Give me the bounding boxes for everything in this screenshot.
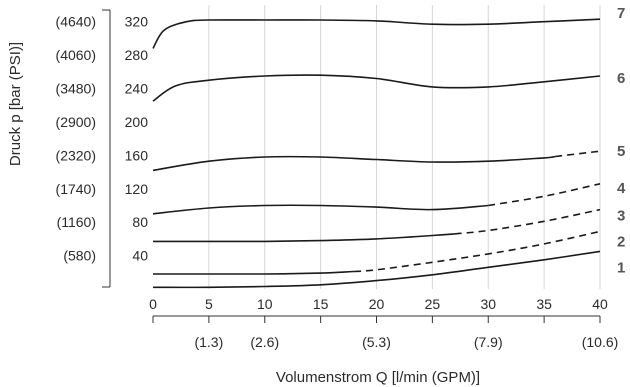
y-tick-psi: (1160): [57, 214, 96, 230]
y-tick-psi: (580): [63, 248, 96, 264]
x-tick-gpm: (2.6): [250, 334, 279, 350]
series-label-5: 5: [617, 143, 625, 160]
series-line-dashed-5: [555, 150, 601, 158]
series-line-dashed-4: [488, 183, 601, 207]
y-tick-bar: 120: [125, 181, 149, 197]
series-label-2: 2: [617, 233, 625, 250]
x-tick-lmin: 15: [313, 296, 329, 312]
x-tick-lmin: 40: [592, 296, 608, 312]
series-line-6: [152, 74, 601, 102]
x-tick-lmin: 5: [205, 296, 213, 312]
series-line-5: [152, 155, 556, 172]
y-tick-psi: (4060): [56, 47, 96, 63]
axes: [102, 9, 600, 317]
series-line-7: [152, 18, 601, 49]
x-tick-gpm: (5.3): [362, 334, 391, 350]
y-tick-psi: (2900): [56, 114, 96, 130]
series-line-4: [152, 204, 489, 215]
x-axis-label: Volumenstrom Q [l/min (GPM)]: [276, 369, 480, 386]
y-tick-psi: (1740): [56, 181, 96, 197]
y-tick-bar: 80: [132, 214, 148, 230]
y-tick-bar: 160: [125, 147, 149, 163]
series-line-1: [152, 250, 601, 289]
series-label-4: 4: [617, 180, 626, 197]
series-line-dashed-3: [454, 208, 601, 235]
x-tick-gpm: (7.9): [474, 334, 503, 350]
y-tick-psi: (2320): [56, 147, 96, 163]
grid: [208, 5, 601, 289]
x-tick-lmin: 30: [480, 296, 496, 312]
x-tick-gpm: (1.3): [194, 334, 223, 350]
x-tick-lmin: 20: [369, 296, 385, 312]
series-labels: 1 2 3 4 5 6 7: [617, 5, 626, 276]
y-tick-bar: 240: [125, 81, 149, 97]
series: [152, 18, 601, 289]
y-tick-bar: 200: [125, 114, 149, 130]
series-line-dashed-2: [354, 230, 601, 273]
y-tick-psi: (4640): [56, 14, 96, 30]
y-tick-psi: (3480): [56, 81, 96, 97]
series-label-7: 7: [617, 5, 625, 22]
y-tick-bar: 40: [132, 248, 148, 264]
x-tick-lmin: 25: [425, 296, 441, 312]
y-axis-label: Druck p [bar (PSI)]: [7, 42, 24, 166]
y-tick-bar: 320: [125, 14, 149, 30]
x-tick-lmin: 35: [536, 296, 552, 312]
series-label-1: 1: [617, 259, 625, 276]
series-line-3: [152, 233, 455, 243]
series-line-2: [152, 270, 355, 275]
x-tick-lmin: 10: [257, 296, 273, 312]
series-label-3: 3: [617, 208, 625, 225]
y-ticks: 40 (580) 80 (1160) 120 (1740) 160 (2320) 200 (290…: [56, 14, 149, 264]
x-tick-lmin: 0: [149, 296, 157, 312]
y-tick-bar: 280: [125, 47, 149, 63]
x-tick-gpm: (10.6): [582, 334, 619, 350]
series-label-6: 6: [617, 70, 625, 87]
x-ticks: 0 5 10 15 20 25 30 35 40 (1.3) (2.6) (5.3) (7.9) (10.…: [149, 296, 618, 350]
